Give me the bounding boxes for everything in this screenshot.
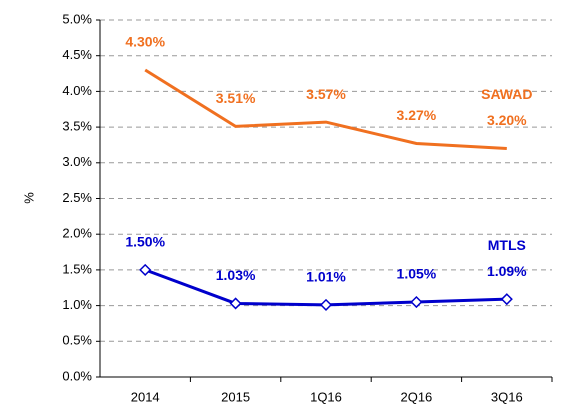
- data-label: 1.09%: [487, 263, 527, 279]
- data-label: 3.57%: [306, 86, 346, 102]
- y-tick-label: 4.5%: [62, 47, 92, 62]
- y-tick-label: 1.0%: [62, 297, 92, 312]
- data-label: 3.51%: [216, 90, 256, 106]
- series-label: SAWAD: [481, 86, 532, 102]
- x-tick-label: 2015: [221, 389, 250, 404]
- data-label: 1.05%: [397, 266, 437, 282]
- y-tick-label: 1.5%: [62, 261, 92, 276]
- y-tick-label: 3.5%: [62, 119, 92, 134]
- y-tick-label: 2.0%: [62, 226, 92, 241]
- marker: [500, 293, 513, 306]
- data-label: 3.20%: [487, 112, 527, 128]
- data-label: 1.01%: [306, 269, 346, 285]
- y-tick-label: 5.0%: [62, 11, 92, 26]
- y-tick-label: 0.5%: [62, 333, 92, 348]
- series-label: MTLS: [488, 237, 526, 253]
- data-label: 4.30%: [125, 34, 165, 50]
- y-tick-label: 3.0%: [62, 154, 92, 169]
- y-tick-label: 2.5%: [62, 190, 92, 205]
- x-tick-label: 3Q16: [491, 389, 523, 404]
- y-tick-label: 4.0%: [62, 83, 92, 98]
- y-tick-label: 0.0%: [62, 368, 92, 383]
- marker: [319, 298, 333, 311]
- marker: [410, 295, 423, 309]
- series-line: [144, 68, 507, 151]
- data-label: 1.03%: [216, 267, 256, 283]
- marker: [139, 263, 152, 276]
- y-axis-label: %: [21, 192, 36, 204]
- x-tick-label: 2Q16: [400, 389, 432, 404]
- data-label: 3.27%: [397, 107, 437, 123]
- marker: [229, 297, 242, 310]
- x-tick-label: 2014: [131, 389, 160, 404]
- x-tick-label: 1Q16: [310, 389, 342, 404]
- data-label: 1.50%: [125, 234, 165, 250]
